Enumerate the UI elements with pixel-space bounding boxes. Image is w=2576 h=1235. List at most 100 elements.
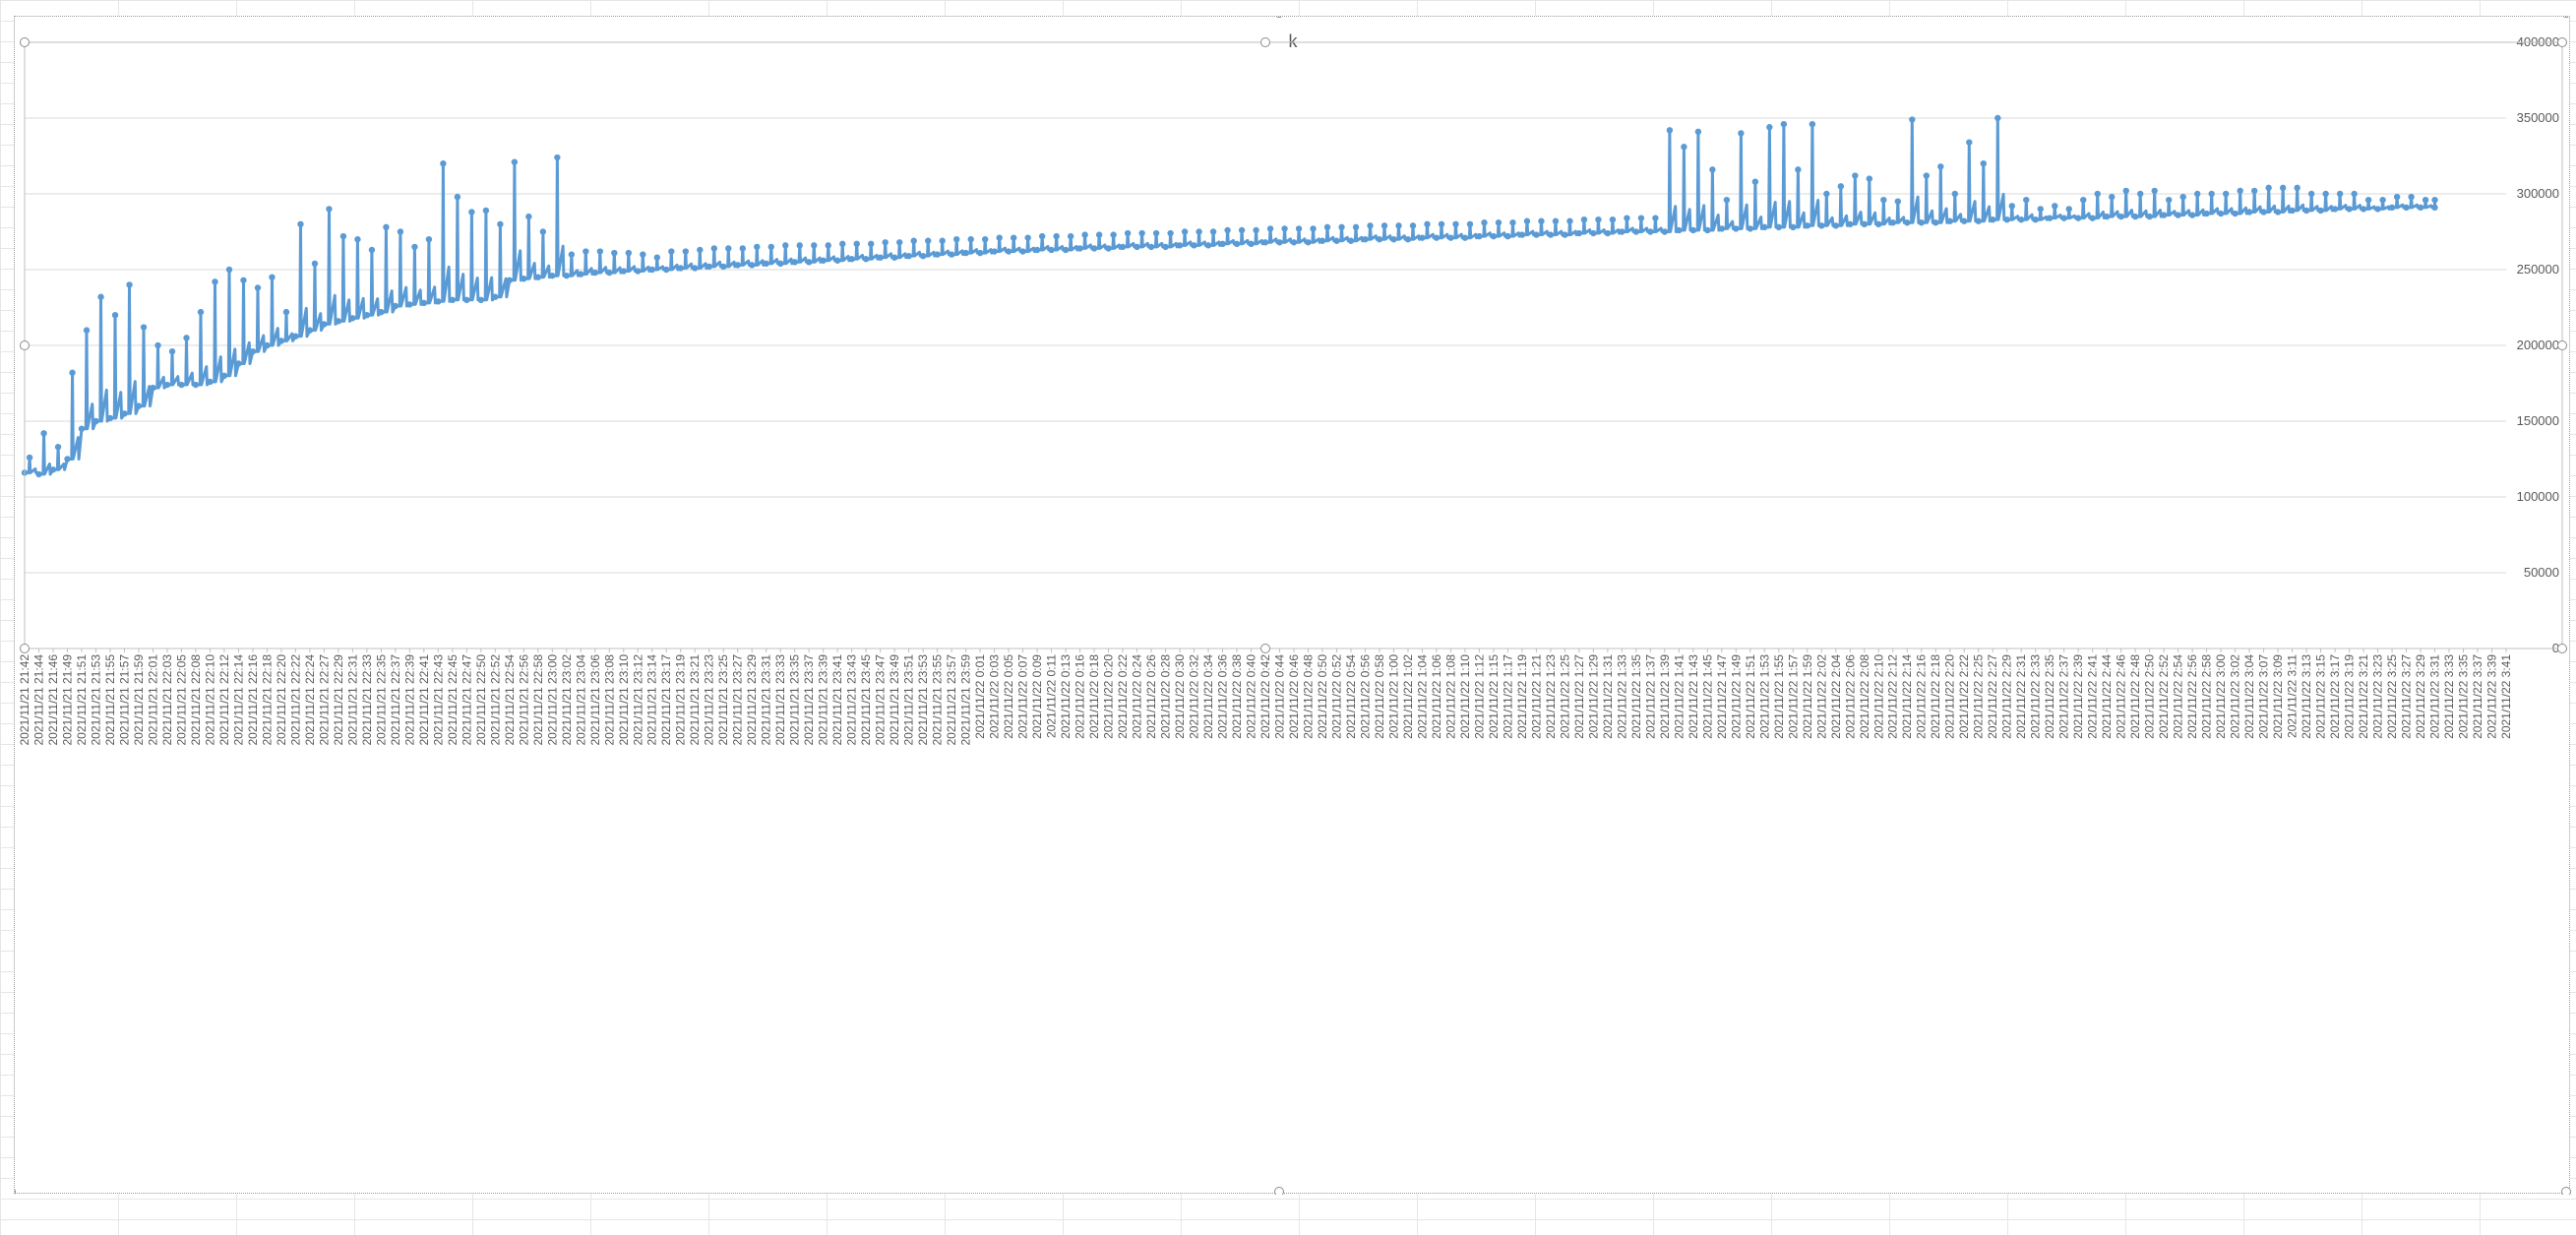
data-point <box>1990 216 1996 223</box>
x-tick-label: 2021/11/22 1:10 <box>1458 654 1472 739</box>
data-point <box>163 381 171 389</box>
x-tick-label: 2021/11/22 0:24 <box>1131 654 1144 739</box>
data-point <box>2052 203 2058 210</box>
chart-area[interactable]: k 0 50000 100000 150000 200000 250000 300000 35… <box>14 16 2571 1195</box>
data-point <box>126 281 133 288</box>
x-tick-label: 2021/11/22 1:08 <box>1443 654 1457 739</box>
x-tick-label: 2021/11/21 23:59 <box>959 654 973 746</box>
data-point <box>763 260 769 268</box>
data-point <box>1424 220 1431 227</box>
x-tick-label: 2021/11/22 0:13 <box>1059 654 1073 739</box>
data-point <box>1975 217 1982 224</box>
data-point <box>1718 225 1726 232</box>
x-tick-label: 2021/11/22 1:15 <box>1487 654 1501 739</box>
data-point <box>2408 193 2415 201</box>
data-point <box>1248 240 1255 248</box>
data-point <box>2208 190 2215 198</box>
x-tick-label: 2021/11/21 22:27 <box>317 654 331 746</box>
data-point <box>69 369 76 376</box>
data-point <box>962 249 969 257</box>
data-point <box>734 262 741 269</box>
data-point <box>796 242 803 249</box>
data-point <box>554 154 561 161</box>
data-point <box>1666 127 1674 134</box>
data-point <box>2060 215 2067 221</box>
data-point <box>682 248 690 255</box>
x-tick-label: 2021/11/21 22:05 <box>174 654 188 746</box>
data-point <box>411 243 418 251</box>
data-point <box>35 470 42 478</box>
data-point <box>97 293 104 300</box>
data-point <box>2080 196 2087 204</box>
data-point <box>282 308 290 316</box>
data-point <box>1019 248 1026 255</box>
data-point <box>739 245 746 252</box>
data-point <box>635 268 642 275</box>
data-point <box>511 158 519 165</box>
x-tick-label: 2021/11/22 0:52 <box>1329 654 1343 739</box>
data-point <box>720 263 727 271</box>
x-tick-label: 2021/11/21 22:54 <box>503 654 517 746</box>
x-tick-label: 2021/11/21 22:01 <box>146 654 159 746</box>
resize-handle <box>15 17 16 18</box>
data-point <box>539 228 547 235</box>
data-point <box>1875 220 1882 227</box>
data-point <box>2117 213 2124 220</box>
x-tick-label: 2021/11/22 2:41 <box>2086 654 2100 739</box>
x-tick-label: 2021/11/22 0:56 <box>1358 654 1372 739</box>
x-tick-label: 2021/11/22 2:10 <box>1871 654 1885 739</box>
x-tick-label: 2021/11/22 0:44 <box>1272 654 1286 739</box>
x-tick-label: 2021/11/21 22:56 <box>517 654 530 746</box>
x-tick-label: 2021/11/22 2:58 <box>2200 654 2214 739</box>
resize-handle <box>1260 644 1270 653</box>
data-point <box>49 466 57 473</box>
x-tick-label: 2021/11/22 3:37 <box>2471 654 2484 739</box>
data-point <box>825 242 831 249</box>
x-tick-label: 2021/11/22 0:09 <box>1030 654 1044 739</box>
data-point <box>1880 196 1887 204</box>
data-point <box>952 236 960 243</box>
resize-handle <box>20 340 30 350</box>
data-point <box>83 327 91 334</box>
x-tick-label: 2021/11/22 2:48 <box>2128 654 2142 739</box>
x-tick-label: 2021/11/21 21:42 <box>18 654 31 746</box>
data-point <box>2074 215 2082 221</box>
resize-handle <box>2557 37 2567 47</box>
x-tick-label: 2021/11/22 3:04 <box>2242 654 2256 739</box>
x-tick-label: 2021/11/22 2:29 <box>2000 654 2014 739</box>
data-point <box>1305 239 1312 246</box>
x-tick-label: 2021/11/22 3:35 <box>2457 654 2471 739</box>
x-tick-label: 2021/11/22 3:11 <box>2286 654 2300 738</box>
data-point <box>1347 237 1355 244</box>
x-tick-label: 2021/11/22 1:39 <box>1658 654 1672 739</box>
x-tick-label: 2021/11/22 0:46 <box>1287 654 1301 739</box>
x-tick-label: 2021/11/22 3:09 <box>2271 654 2285 739</box>
data-point <box>948 251 955 258</box>
x-tick-label: 2021/11/22 3:31 <box>2428 654 2442 739</box>
data-point <box>1894 198 1902 205</box>
data-point <box>668 248 675 255</box>
data-point <box>277 338 285 344</box>
data-point <box>1694 128 1702 136</box>
x-tick-label: 2021/11/22 1:25 <box>1558 654 1571 739</box>
data-point <box>2065 206 2072 213</box>
data-point <box>663 266 670 274</box>
data-point <box>1552 217 1560 224</box>
x-tick-label: 2021/11/21 22:16 <box>246 654 260 746</box>
data-point <box>178 381 185 389</box>
resize-handle <box>1274 1187 1284 1195</box>
data-point <box>2222 190 2230 198</box>
x-tick-label: 2021/11/21 23:41 <box>830 654 844 746</box>
x-tick-label: 2021/11/21 23:10 <box>617 654 631 746</box>
data-point <box>2203 210 2210 217</box>
data-point <box>1951 190 1958 198</box>
data-point <box>1290 239 1298 246</box>
x-tick-label: 2021/11/21 23:14 <box>645 654 659 746</box>
x-tick-label: 2021/11/22 3:17 <box>2328 654 2342 739</box>
x-tick-label: 2021/11/22 2:44 <box>2100 654 2114 739</box>
data-point <box>454 193 461 201</box>
data-point <box>534 274 541 280</box>
data-point <box>1523 217 1531 224</box>
data-point <box>1224 226 1231 234</box>
x-tick-label: 2021/11/22 1:00 <box>1386 654 1400 739</box>
